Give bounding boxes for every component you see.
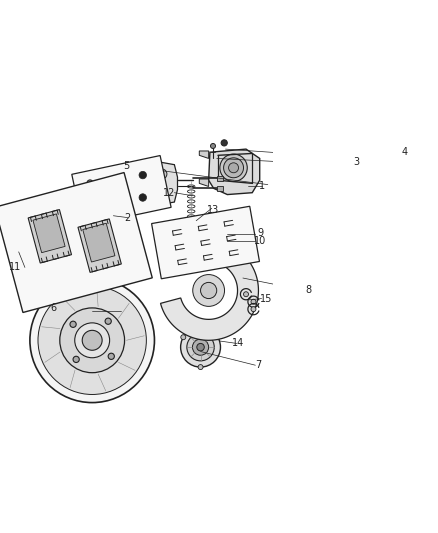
Circle shape: [108, 353, 114, 359]
Text: 7: 7: [255, 360, 261, 370]
Polygon shape: [83, 223, 115, 262]
Circle shape: [223, 158, 244, 177]
Polygon shape: [28, 209, 71, 263]
Circle shape: [139, 171, 146, 179]
Text: 3: 3: [354, 157, 360, 166]
Text: 14: 14: [233, 338, 245, 349]
Circle shape: [30, 278, 155, 402]
Polygon shape: [78, 219, 121, 272]
Polygon shape: [217, 186, 223, 191]
Text: 12: 12: [163, 188, 176, 198]
Polygon shape: [187, 221, 196, 227]
Circle shape: [251, 299, 256, 304]
Circle shape: [201, 282, 217, 298]
Circle shape: [38, 286, 146, 394]
Circle shape: [244, 292, 248, 297]
Polygon shape: [72, 156, 171, 226]
Circle shape: [115, 175, 119, 180]
Text: 4: 4: [402, 147, 408, 157]
Text: 11: 11: [10, 262, 22, 272]
Circle shape: [157, 188, 167, 198]
Circle shape: [180, 327, 220, 367]
Circle shape: [181, 335, 186, 340]
Circle shape: [105, 318, 111, 325]
Circle shape: [60, 308, 124, 373]
Circle shape: [198, 365, 203, 369]
Circle shape: [251, 306, 256, 312]
Circle shape: [229, 163, 239, 173]
Circle shape: [193, 274, 225, 306]
Circle shape: [187, 334, 214, 361]
Circle shape: [139, 194, 146, 201]
Circle shape: [211, 143, 215, 149]
Polygon shape: [146, 161, 177, 205]
Text: 2: 2: [124, 213, 131, 223]
Polygon shape: [217, 176, 223, 181]
Polygon shape: [160, 241, 258, 340]
Circle shape: [73, 356, 79, 362]
Text: 9: 9: [257, 228, 263, 238]
Circle shape: [82, 330, 102, 350]
Circle shape: [87, 180, 93, 186]
Circle shape: [197, 343, 204, 351]
Circle shape: [215, 335, 220, 340]
Circle shape: [87, 203, 93, 208]
Polygon shape: [152, 206, 259, 279]
Circle shape: [157, 169, 167, 179]
Polygon shape: [0, 173, 152, 312]
Polygon shape: [199, 179, 208, 187]
Text: 15: 15: [260, 294, 272, 304]
Circle shape: [192, 339, 208, 356]
Text: 5: 5: [124, 161, 130, 171]
Circle shape: [70, 321, 76, 327]
Polygon shape: [208, 149, 260, 195]
Text: 6: 6: [50, 303, 57, 313]
Circle shape: [75, 323, 110, 358]
Polygon shape: [199, 151, 208, 158]
Text: 13: 13: [207, 205, 219, 214]
Text: 10: 10: [254, 236, 266, 246]
Circle shape: [221, 140, 227, 146]
Text: 1: 1: [258, 181, 265, 191]
Circle shape: [115, 198, 119, 202]
Polygon shape: [33, 214, 65, 253]
Text: 8: 8: [305, 286, 311, 295]
Circle shape: [220, 154, 247, 181]
